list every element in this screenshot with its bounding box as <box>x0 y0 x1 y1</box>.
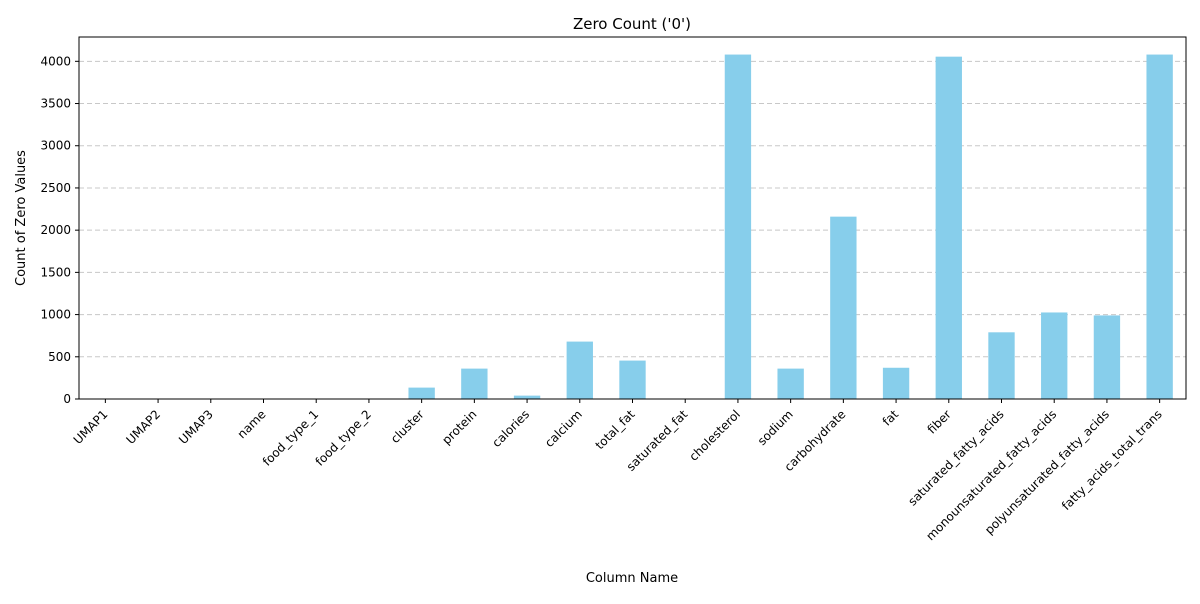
x-axis-label: Column Name <box>586 571 678 586</box>
bar-polyunsaturated-fatty-acids <box>1093 315 1121 399</box>
plot-frame <box>78 36 1187 400</box>
bar-sodium <box>777 368 804 399</box>
y-tick-label: 3500 <box>40 97 71 111</box>
grid-lines <box>79 60 1186 400</box>
x-tick-label: UMAP3 <box>176 407 216 447</box>
x-tick-label: fatty_acids_total_trans <box>1059 407 1165 513</box>
bar-calcium <box>566 341 593 399</box>
bars <box>408 54 1173 400</box>
bar-fatty-acids-total-trans <box>1146 54 1173 400</box>
y-tick-label: 3000 <box>40 139 71 153</box>
y-tick-label: 1500 <box>40 265 71 279</box>
x-tick-label: food_type_2 <box>313 407 374 468</box>
bar-carbohydrate <box>830 216 857 399</box>
x-tick-label: name <box>235 407 269 441</box>
x-tick-label: calcium <box>542 407 585 450</box>
bar-cluster <box>408 387 435 399</box>
bar-saturated-fatty-acids <box>988 332 1015 399</box>
x-tick-label: UMAP2 <box>123 407 163 447</box>
x-axis-ticks: UMAP1 UMAP2 UMAP3 namefood_type_1food_type_… <box>71 399 1165 543</box>
y-tick-label: 2500 <box>40 181 71 195</box>
bar-monounsaturated-fatty-acids <box>1041 312 1068 399</box>
bar-fat <box>882 367 910 399</box>
x-tick-label: protein <box>439 407 479 447</box>
x-tick-label: UMAP1 <box>71 407 111 447</box>
x-tick-label: fiber <box>925 407 954 436</box>
bar-fiber <box>935 56 962 400</box>
y-axis-label: Count of Zero Values <box>14 150 29 286</box>
y-tick-label: 1000 <box>40 308 71 322</box>
chart-title: Zero Count ('0') <box>573 15 691 33</box>
bar-calories <box>513 395 541 399</box>
x-tick-label: total_fat <box>593 407 638 452</box>
x-tick-label: fat <box>880 407 902 429</box>
x-tick-label: sodium <box>755 407 796 448</box>
x-tick-label: cluster <box>388 407 427 446</box>
y-tick-label: 500 <box>48 350 71 364</box>
x-tick-label: saturated_fatty_acids <box>905 407 1006 508</box>
bar-cholesterol <box>724 54 752 400</box>
y-tick-label: 2000 <box>40 223 71 237</box>
y-tick-label: 4000 <box>40 54 71 68</box>
y-tick-label: 0 <box>63 392 71 406</box>
x-tick-label: cholesterol <box>687 407 744 464</box>
bar-protein <box>461 368 488 399</box>
x-tick-label: calories <box>489 407 532 450</box>
bar-total-fat <box>619 360 646 399</box>
y-axis-ticks: 0 500 1000 1500 2000 2500 3000 3500 4000 <box>40 54 79 406</box>
